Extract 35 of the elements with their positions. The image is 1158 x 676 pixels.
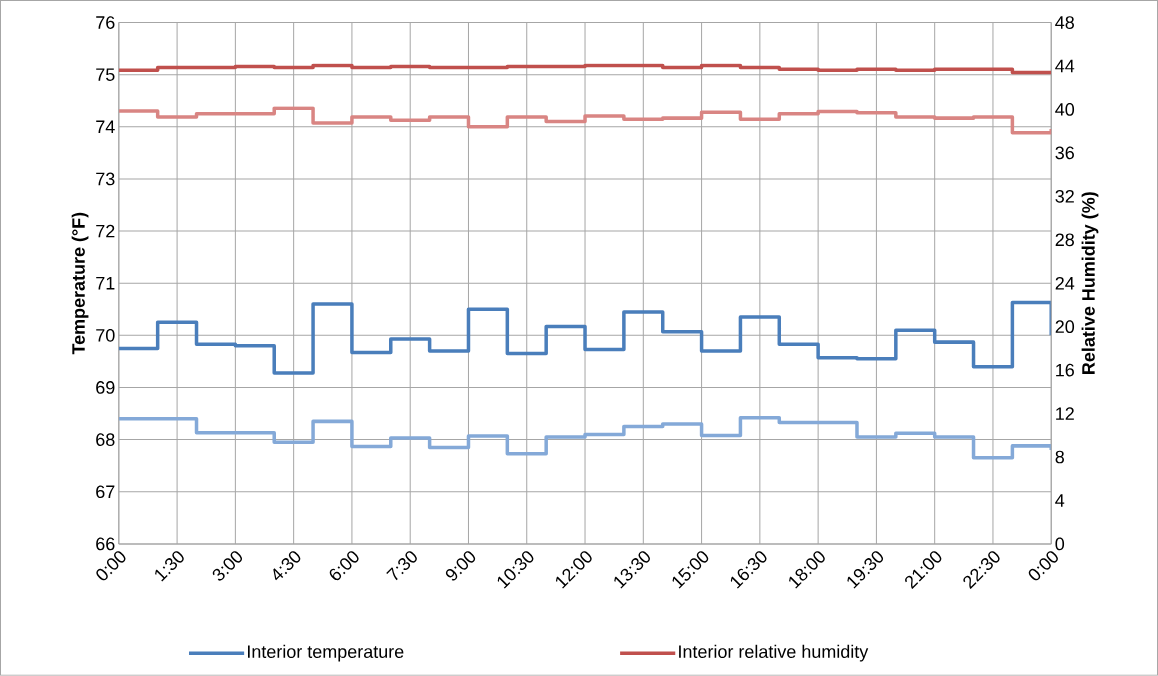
x-tick-label: 6:00 (329, 551, 359, 581)
y2-tick-label: 32 (1055, 190, 1074, 203)
y-tick-label: 69 (96, 381, 115, 394)
y-tick-label: 74 (96, 120, 115, 134)
y2-tick-label: 0 (1055, 537, 1065, 551)
y-tick-label: 68 (96, 433, 115, 447)
y-tick-label: 70 (96, 329, 115, 342)
y2-tick-label: 16 (1056, 363, 1074, 377)
y-tick-label: 73 (96, 172, 115, 186)
y2-tick-label: 28 (1055, 233, 1074, 247)
x-tick-label: 4:30 (273, 551, 301, 581)
x-tick-label: 0:00 (96, 551, 126, 581)
y-tick-label: 75 (96, 68, 115, 82)
y2-tick-label: 20 (1055, 320, 1075, 334)
y2-tick-label: 48 (1055, 16, 1074, 30)
x-tick-label: 3:00 (212, 551, 243, 581)
y2-tick-label: 4 (1055, 494, 1065, 507)
y-tick-label: 66 (96, 537, 115, 551)
y-axis-title: Temperature (°F) (71, 212, 89, 355)
y-tick-label: 76 (96, 16, 115, 30)
y2-tick-label: 40 (1055, 103, 1075, 116)
y2-tick-label: 24 (1055, 277, 1075, 290)
y2-axis-title: Relative Humidity (%) (1081, 192, 1099, 375)
y-tick-label: 71 (96, 277, 115, 290)
y2-tick-label: 44 (1055, 59, 1075, 73)
y-tick-label: 72 (96, 224, 115, 238)
legend-label: Interior temperature (248, 644, 404, 662)
x-tick-label: 0:00 (1028, 551, 1058, 581)
y2-tick-label: 36 (1055, 146, 1074, 160)
y2-tick-label: 8 (1055, 450, 1064, 464)
legend-label: Interior relative humidity (679, 644, 869, 662)
x-tick-label: 9:00 (445, 551, 476, 581)
y2-tick-label: 12 (1056, 407, 1074, 420)
x-tick-label: 7:30 (386, 551, 417, 581)
y-tick-label: 67 (96, 485, 115, 499)
